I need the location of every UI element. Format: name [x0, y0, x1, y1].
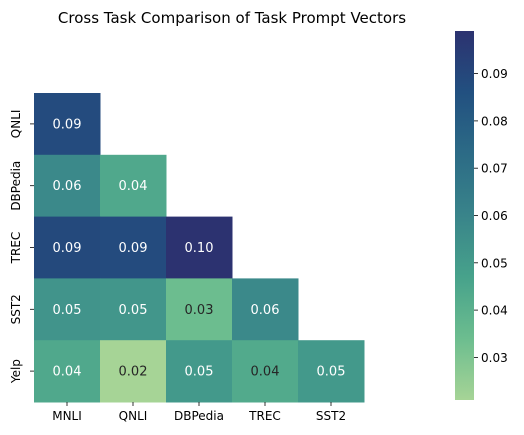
colorbar: 0.03 0.04 0.05 0.06 0.07 0.08 0.09	[455, 31, 508, 400]
cell-value-label: 0.10	[185, 241, 214, 256]
heatmap-cell	[298, 340, 365, 403]
heatmap-cell	[232, 340, 299, 403]
heatmap-cell	[166, 278, 233, 341]
heatmap-cell	[232, 278, 299, 341]
heatmap-cells: 0.09 0.06 0.04 0.09 0.09 0.10 0.05 0.05 0.03 0.06…	[34, 93, 365, 403]
colorbar-tick-label: 0.03	[481, 351, 508, 365]
cell-value-label: 0.06	[251, 303, 280, 318]
x-tick-label: QNLI	[119, 409, 148, 423]
x-tick-label: MNLI	[52, 409, 82, 423]
heatmap-cell	[100, 278, 167, 341]
heatmap-cell	[166, 216, 233, 279]
colorbar-tick-label: 0.04	[481, 304, 508, 318]
x-tick-label: TREC	[248, 409, 281, 423]
colorbar-gradient	[455, 31, 474, 400]
heatmap-cell	[166, 340, 233, 403]
heatmap-cell	[100, 340, 167, 403]
heatmap-cell	[100, 216, 167, 279]
heatmap-cell	[100, 154, 167, 218]
chart-title: Cross Task Comparison of Task Prompt Vec…	[58, 9, 406, 27]
y-tick-label: TREC	[9, 232, 23, 265]
cell-value-label: 0.06	[53, 179, 82, 194]
heatmap-cell	[34, 278, 101, 341]
x-tick-label: DBPedia	[174, 409, 224, 423]
y-tick-label: Yelp	[9, 359, 23, 384]
cell-value-label: 0.04	[119, 179, 148, 194]
heatmap-cell	[34, 93, 101, 156]
cell-value-label: 0.09	[119, 241, 148, 256]
cell-value-label: 0.04	[53, 365, 82, 380]
y-tick-label: QNLI	[9, 110, 23, 139]
heatmap-cell	[34, 216, 101, 279]
y-axis-ticks: QNLI DBPedia TREC SST2 Yelp	[9, 110, 34, 384]
colorbar-tick-label: 0.06	[481, 209, 508, 223]
cell-value-label: 0.09	[53, 241, 82, 256]
y-tick-label: SST2	[9, 294, 23, 324]
cell-value-label: 0.05	[317, 365, 346, 380]
colorbar-tick-label: 0.07	[481, 162, 508, 176]
cell-value-label: 0.09	[53, 117, 82, 132]
cell-value-label: 0.02	[119, 365, 148, 380]
colorbar-tick-label: 0.05	[481, 256, 508, 270]
heatmap-cell	[34, 154, 101, 218]
heatmap-cell	[34, 340, 101, 403]
x-axis-ticks: MNLI QNLI DBPedia TREC SST2	[52, 402, 346, 423]
cell-value-label: 0.05	[53, 303, 82, 318]
colorbar-tick-label: 0.08	[481, 114, 508, 128]
y-tick-label: DBPedia	[9, 161, 23, 211]
colorbar-tick-label: 0.09	[481, 67, 508, 81]
cell-value-label: 0.03	[185, 303, 214, 318]
cell-value-label: 0.04	[251, 365, 280, 380]
cell-value-label: 0.05	[185, 365, 214, 380]
cell-value-label: 0.05	[119, 303, 148, 318]
x-tick-label: SST2	[316, 409, 346, 423]
